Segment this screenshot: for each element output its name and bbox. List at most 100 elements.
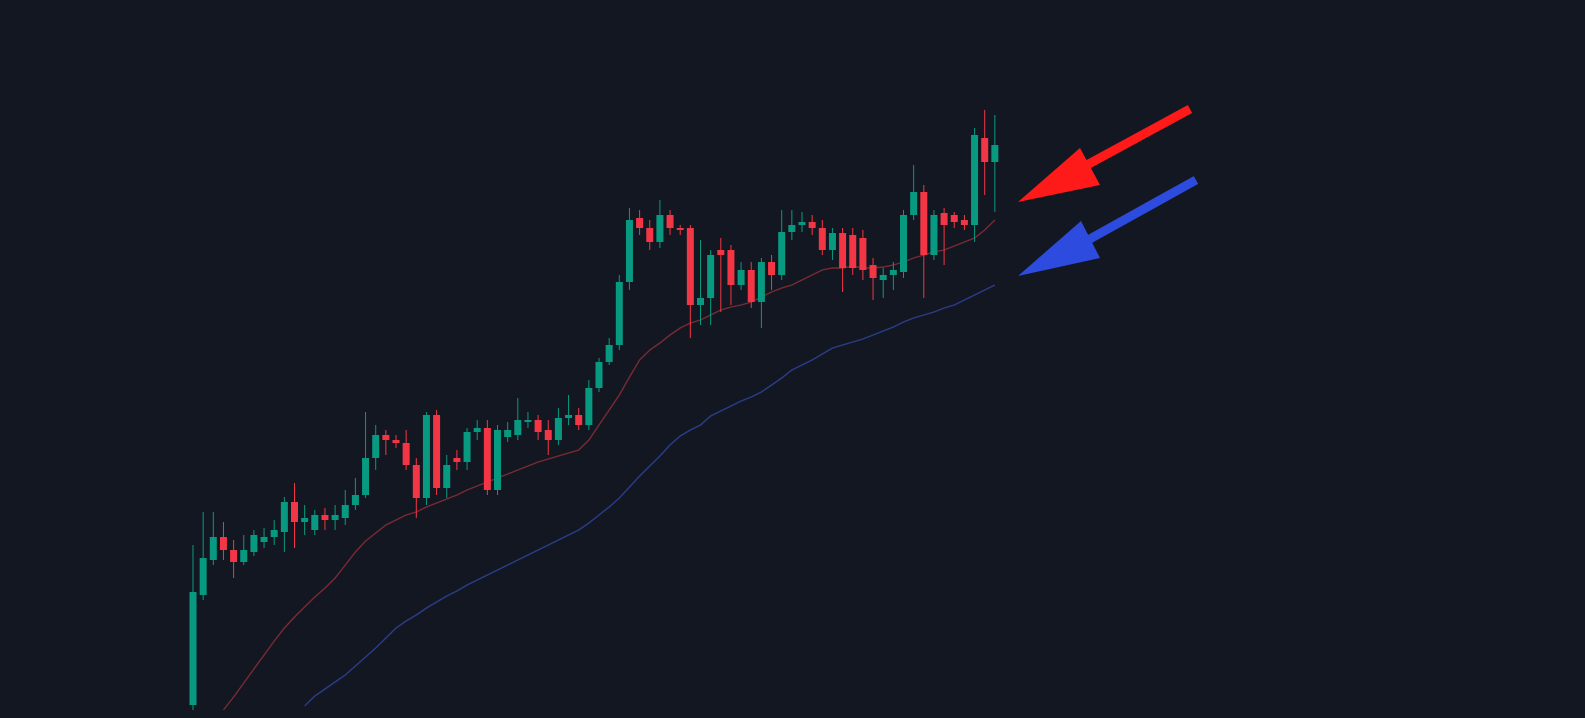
candle-body — [960, 220, 968, 225]
candle — [686, 225, 694, 338]
candle — [747, 262, 755, 308]
blue-arrow — [1018, 176, 1199, 276]
candle-body — [656, 215, 664, 242]
candle-body — [494, 430, 501, 490]
candle-body — [859, 238, 867, 270]
candle-body — [768, 262, 776, 275]
candle-body — [646, 228, 654, 242]
candle — [514, 398, 522, 440]
candle-body — [433, 415, 441, 488]
candle — [950, 212, 958, 228]
candle — [433, 410, 441, 495]
candle-body — [402, 443, 410, 465]
candle — [889, 262, 897, 290]
candle — [199, 512, 207, 600]
candle — [676, 225, 684, 235]
candle-body — [605, 345, 613, 362]
candle-body — [230, 550, 238, 562]
candle — [554, 408, 562, 445]
candle-body — [189, 592, 197, 705]
candle-body — [504, 430, 512, 437]
candle — [351, 478, 359, 510]
candle-body — [209, 537, 217, 560]
candle-body — [585, 388, 593, 425]
candle — [727, 245, 735, 305]
candle — [504, 422, 512, 442]
candle-body — [321, 515, 329, 520]
moving-average-line — [304, 284, 996, 707]
candle — [341, 490, 349, 525]
candle-body — [950, 215, 958, 222]
candle-body — [788, 225, 796, 232]
candle-body — [534, 420, 542, 432]
candle-body — [849, 235, 857, 268]
candle — [209, 512, 217, 565]
candle — [595, 358, 603, 392]
candle — [301, 505, 309, 535]
candle — [575, 408, 583, 430]
candle — [189, 545, 197, 710]
candle — [869, 258, 877, 300]
candle — [392, 435, 400, 448]
candle-body — [808, 222, 816, 228]
candle — [971, 128, 979, 242]
candle-body — [615, 282, 623, 345]
candle — [707, 250, 715, 325]
candle — [757, 258, 765, 328]
candle — [910, 165, 918, 220]
candle-body — [280, 502, 288, 532]
candle-body — [250, 535, 258, 552]
candle — [280, 497, 288, 552]
candle — [585, 380, 593, 430]
candle-body — [514, 420, 522, 435]
candle-body — [219, 537, 227, 550]
candle-body — [869, 265, 877, 278]
arrow-head — [1018, 221, 1100, 276]
candle-body — [900, 215, 907, 272]
candle — [240, 535, 248, 565]
candle-body — [240, 550, 248, 562]
candle-body — [473, 428, 481, 432]
candle — [250, 530, 258, 556]
candle-body — [625, 220, 633, 282]
candle — [859, 230, 867, 280]
candle — [311, 510, 319, 535]
candle — [808, 215, 816, 235]
candle — [219, 522, 227, 560]
candle-body — [930, 215, 938, 255]
candle-body — [270, 530, 278, 537]
candle-body — [575, 415, 583, 425]
candle-body — [778, 232, 786, 275]
candle-body — [727, 250, 735, 285]
candle-body — [351, 495, 359, 505]
candle-body — [747, 270, 755, 302]
arrow-shaft — [1085, 176, 1199, 244]
candle-body — [940, 213, 948, 225]
candle-body — [707, 255, 715, 298]
candle — [849, 228, 857, 275]
candle-body — [910, 192, 918, 215]
candle — [422, 412, 430, 505]
candle — [656, 200, 664, 248]
candle — [605, 338, 613, 365]
candle-body — [595, 362, 603, 388]
candle — [524, 412, 532, 428]
candle-body — [636, 218, 644, 228]
arrow-shaft — [1082, 105, 1193, 170]
candle — [362, 412, 370, 498]
candle — [453, 450, 461, 470]
candle-body — [676, 228, 684, 230]
candle — [372, 425, 380, 470]
candle-body — [686, 228, 694, 305]
candle — [768, 255, 776, 290]
candle — [737, 262, 745, 290]
candle — [646, 220, 654, 250]
candle — [463, 428, 471, 470]
candle — [818, 220, 826, 255]
candle-body — [828, 233, 836, 250]
candle-body — [757, 262, 765, 302]
candle — [828, 228, 836, 260]
candle — [382, 430, 390, 455]
candle-body — [991, 145, 999, 162]
